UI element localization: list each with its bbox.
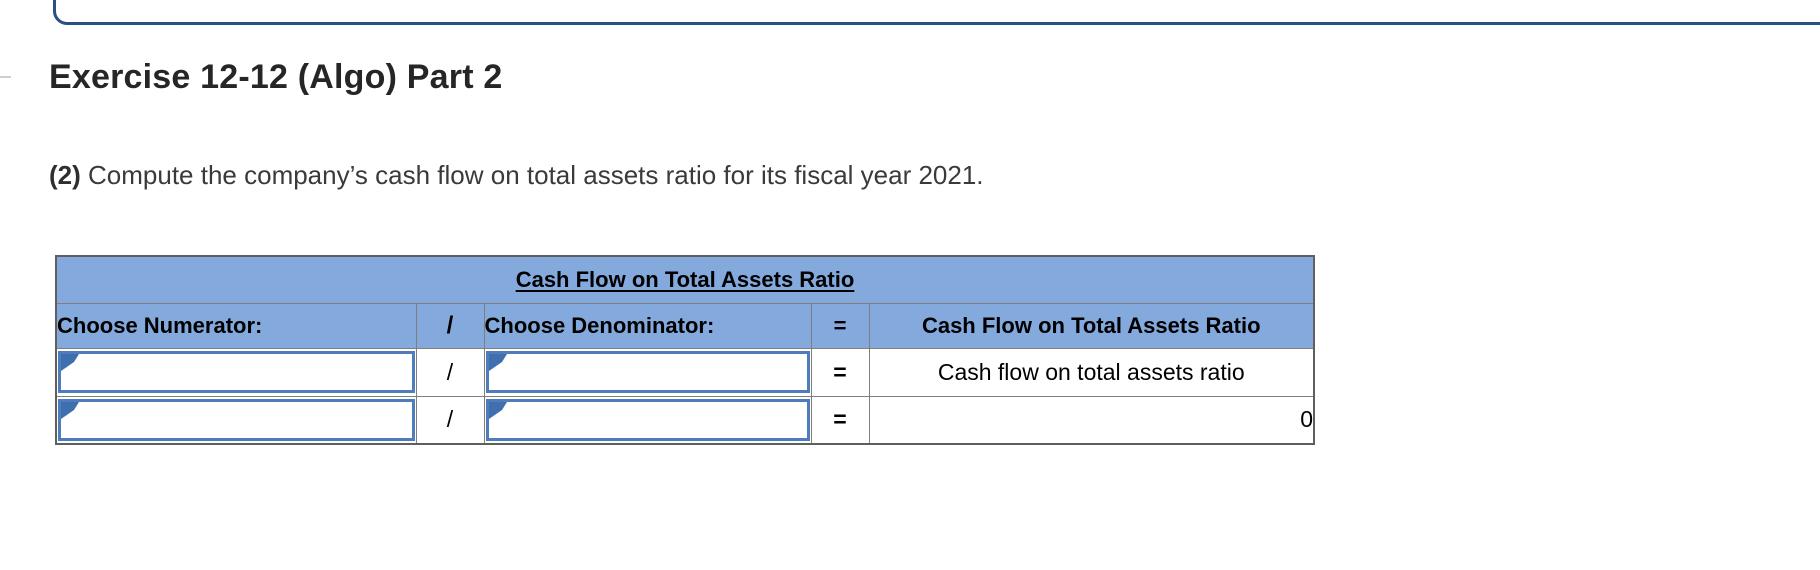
equals-symbol-1: =: [810, 347, 870, 397]
numerator-cell-2: [55, 395, 417, 445]
denominator-dropdown-2[interactable]: [485, 398, 810, 441]
instruction-body: Compute the company’s cash flow on total…: [88, 160, 984, 190]
denominator-value-2: [489, 402, 807, 408]
instruction-number: (2): [49, 160, 81, 190]
header-choose-numerator: Choose Numerator:: [55, 302, 417, 349]
equals-symbol-2: =: [810, 395, 870, 445]
divide-symbol-2: /: [415, 395, 485, 445]
table-title-cell: Cash Flow on Total Assets Ratio: [55, 255, 1315, 304]
dropdown-flag-icon: [61, 401, 79, 419]
instruction-text: (2) Compute the company’s cash flow on t…: [49, 160, 984, 191]
numerator-cell-1: [55, 347, 417, 397]
denominator-dropdown-1[interactable]: [485, 351, 810, 393]
table-header-row: Choose Numerator: / Choose Denominator: …: [55, 302, 1315, 349]
numerator-value-1: [61, 354, 412, 360]
header-result-label: Cash Flow on Total Assets Ratio: [868, 302, 1315, 349]
header-divide-symbol: /: [415, 302, 485, 349]
numerator-dropdown-2[interactable]: [58, 398, 415, 441]
numerator-dropdown-1[interactable]: [58, 351, 415, 393]
header-equals-symbol: =: [810, 302, 870, 349]
table-title-row: Cash Flow on Total Assets Ratio: [55, 255, 1315, 304]
result-value-cell: 0: [868, 395, 1315, 445]
dropdown-flag-icon: [61, 354, 79, 371]
table-row: / = Cash flow on total assets ratio: [55, 347, 1315, 397]
table-title: Cash Flow on Total Assets Ratio: [515, 266, 855, 292]
denominator-value-1: [489, 354, 807, 360]
table-row: / = 0: [55, 395, 1315, 445]
denominator-cell-2: [483, 395, 812, 445]
top-panel-bottom-border: [53, 0, 1820, 25]
dropdown-flag-icon: [488, 354, 507, 371]
dropdown-flag-icon: [488, 401, 507, 419]
left-edge-tick: [0, 76, 11, 78]
result-label-cell: Cash flow on total assets ratio: [868, 347, 1315, 397]
ratio-table: Cash Flow on Total Assets Ratio Choose N…: [55, 255, 1315, 445]
denominator-cell-1: [483, 347, 812, 397]
divide-symbol-1: /: [415, 347, 485, 397]
header-choose-denominator: Choose Denominator:: [483, 302, 812, 349]
exercise-title: Exercise 12-12 (Algo) Part 2: [49, 58, 503, 96]
numerator-value-2: [61, 402, 412, 408]
